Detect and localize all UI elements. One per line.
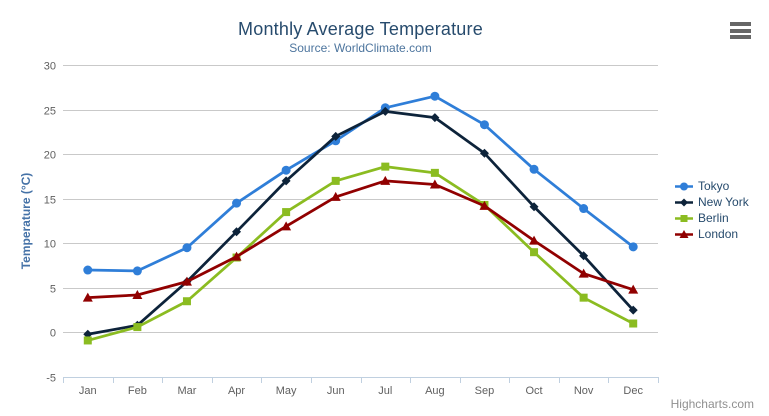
x-axis-label: Mar: [177, 385, 196, 397]
data-point-berlin[interactable]: [430, 168, 439, 177]
data-point-london[interactable]: [82, 292, 93, 302]
data-point-tokyo[interactable]: [430, 91, 440, 101]
legend-symbol-berlin-icon: [675, 214, 693, 222]
data-point-tokyo[interactable]: [479, 120, 489, 130]
hamburger-menu-icon: [730, 28, 751, 33]
data-point-london[interactable]: [380, 175, 391, 185]
x-axis-label: Jul: [378, 385, 392, 397]
legend-marker-tokyo-icon: [680, 182, 688, 190]
data-point-new-york[interactable]: [331, 131, 341, 141]
chart-title: Monthly Average Temperature: [238, 19, 483, 39]
data-point-london[interactable]: [181, 276, 192, 286]
data-point-berlin[interactable]: [530, 248, 539, 257]
data-point-new-york[interactable]: [529, 202, 539, 212]
data-point-berlin[interactable]: [83, 336, 92, 345]
legend-label: Berlin: [698, 211, 729, 225]
series-line-london[interactable]: [86, 179, 635, 300]
y-axis-tick-label: 10: [44, 239, 56, 251]
y-axis-title: Temperature (°C): [19, 173, 33, 270]
legend-marker-london-icon: [679, 229, 689, 238]
data-point-tokyo[interactable]: [232, 198, 242, 208]
data-point-new-york[interactable]: [232, 227, 242, 237]
data-point-berlin[interactable]: [381, 162, 390, 171]
legend-item-london[interactable]: London: [674, 226, 749, 242]
data-point-new-york[interactable]: [380, 106, 390, 116]
legend: Tokyo New York Berlin London: [674, 178, 749, 242]
x-axis-label: Apr: [228, 385, 245, 397]
legend-item-berlin[interactable]: Berlin: [674, 210, 749, 226]
data-point-london[interactable]: [628, 284, 639, 294]
legend-item-tokyo[interactable]: Tokyo: [674, 178, 749, 194]
x-axis-label: Jun: [327, 385, 345, 397]
y-axis-tick-label: 0: [50, 328, 56, 340]
data-point-new-york[interactable]: [430, 113, 440, 123]
data-point-berlin[interactable]: [331, 176, 340, 185]
data-point-berlin[interactable]: [133, 323, 142, 332]
x-axis-label: Nov: [574, 385, 594, 397]
data-point-london[interactable]: [479, 200, 490, 210]
data-point-london[interactable]: [281, 221, 292, 231]
x-axis-label: May: [276, 385, 297, 397]
y-axis-tick-label: 25: [44, 106, 56, 118]
chart-subtitle: Source: WorldClimate.com: [289, 41, 432, 55]
series-line-berlin[interactable]: [86, 165, 635, 342]
legend-marker-new-york-icon: [680, 198, 688, 206]
x-axis-label: Feb: [128, 385, 147, 397]
hamburger-menu-icon: [730, 35, 751, 39]
data-point-berlin[interactable]: [579, 293, 588, 302]
data-point-tokyo[interactable]: [579, 204, 589, 214]
y-axis-tick-label: -5: [46, 373, 56, 385]
data-point-new-york[interactable]: [628, 305, 638, 315]
y-axis-tick-label: 30: [44, 61, 56, 73]
legend-symbol-london-icon: [675, 229, 693, 238]
data-point-london[interactable]: [231, 251, 242, 261]
data-point-tokyo[interactable]: [281, 165, 291, 175]
data-point-new-york[interactable]: [579, 251, 589, 261]
data-point-tokyo[interactable]: [529, 164, 539, 174]
legend-label: New York: [698, 195, 749, 209]
legend-label: London: [698, 227, 739, 241]
series-line-new-york[interactable]: [86, 109, 635, 336]
data-point-new-york[interactable]: [281, 176, 291, 186]
hamburger-menu-icon: [730, 22, 751, 26]
legend-symbol-tokyo-icon: [675, 182, 693, 190]
data-point-tokyo[interactable]: [628, 242, 638, 252]
legend-item-new-york[interactable]: New York: [674, 194, 749, 210]
data-point-london[interactable]: [578, 268, 589, 278]
legend-label: Tokyo: [698, 179, 730, 193]
data-point-london[interactable]: [429, 179, 440, 189]
x-axis-label: Jan: [79, 385, 97, 397]
data-point-tokyo[interactable]: [182, 243, 192, 253]
data-point-new-york[interactable]: [479, 148, 489, 158]
data-point-london[interactable]: [132, 289, 143, 299]
data-point-london[interactable]: [330, 191, 341, 201]
highcharts-credits-link[interactable]: Highcharts.com: [670, 397, 754, 411]
legend-marker-berlin-icon: [680, 214, 688, 222]
x-axis-label: Aug: [425, 385, 445, 397]
data-point-berlin[interactable]: [182, 297, 191, 306]
x-axis-label: Dec: [623, 385, 643, 397]
data-point-london[interactable]: [529, 235, 540, 245]
data-point-berlin[interactable]: [282, 208, 291, 217]
x-axis-label: Oct: [525, 385, 542, 397]
y-axis-tick-label: 15: [44, 195, 56, 207]
data-point-tokyo[interactable]: [132, 266, 142, 276]
x-axis-label: Sep: [475, 385, 495, 397]
y-axis-tick-label: 5: [50, 284, 56, 296]
data-point-berlin[interactable]: [629, 319, 638, 328]
data-point-tokyo[interactable]: [83, 265, 93, 275]
legend-symbol-new-york-icon: [675, 198, 693, 206]
y-axis-tick-label: 20: [44, 150, 56, 162]
export-context-menu-button[interactable]: [730, 22, 751, 39]
